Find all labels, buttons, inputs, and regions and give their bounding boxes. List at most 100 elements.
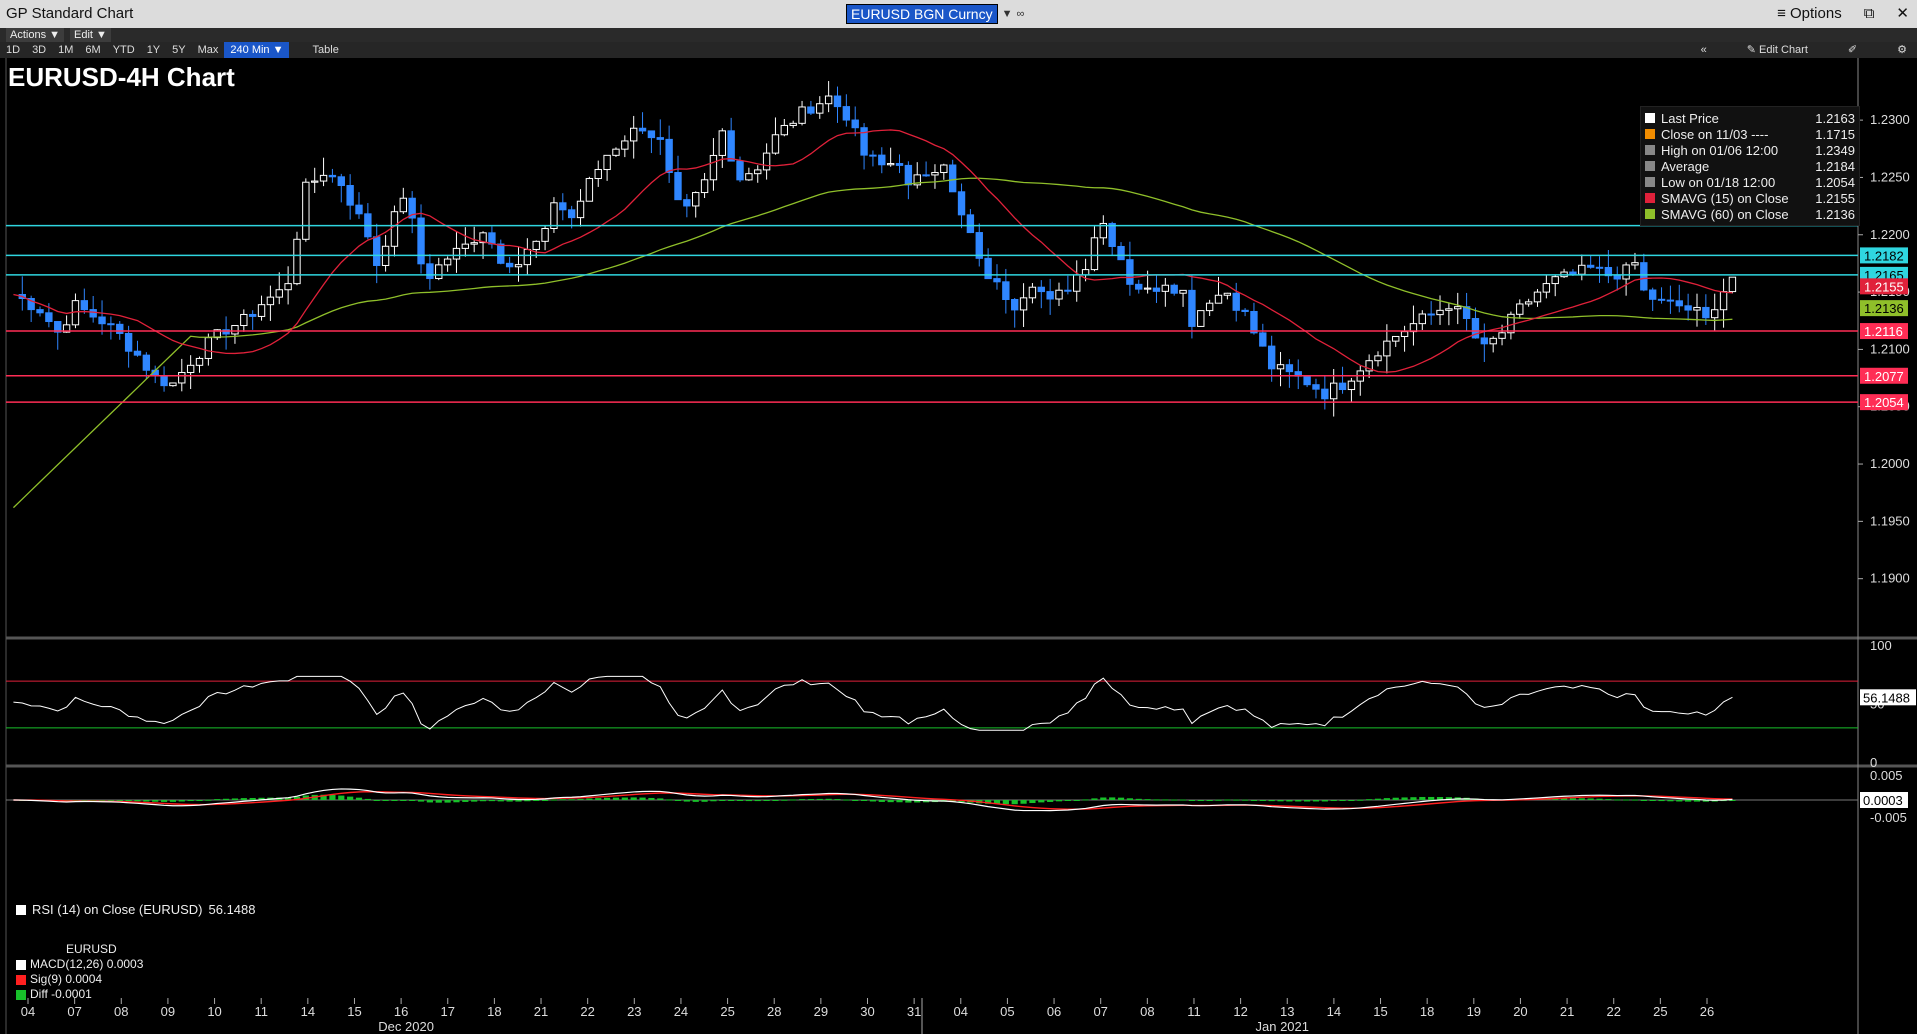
options-menu[interactable]: ≡ Options [1777,4,1842,22]
macd-hist-bar [1330,800,1337,802]
candle-body [160,375,168,387]
range-button-1[interactable]: 3D [32,44,47,56]
y-tick-label: 1.1900 [1870,571,1910,586]
menu-bar: Actions ▼ Edit ▼ [0,28,1917,42]
macd-hist-bar [169,800,177,802]
candle-body [62,324,71,333]
candle-body [1586,264,1595,268]
x-tick-label: 26 [1700,1004,1714,1019]
x-tick-label: 31 [907,1004,921,1019]
macd-hist-bar [1117,797,1125,800]
x-month-label: Jan 2021 [1256,1019,1310,1034]
edit-menu[interactable]: Edit ▼ [70,28,111,42]
candle-body [328,174,337,178]
candle-body [603,154,611,171]
candle-body [186,364,195,374]
x-tick-label: 23 [627,1004,641,1019]
macd-hist-bar [1578,798,1585,800]
macd-hist-bar [745,800,752,802]
macd-hist-bar [1614,799,1621,801]
range-button-8[interactable]: 240 Min ▼ [224,42,290,58]
macd-legend-item: MACD(12,26) 0.0003 [16,957,143,972]
y-tick-label: 1.2000 [1870,456,1910,471]
chart-title: EURUSD-4H Chart [8,62,235,92]
macd-hist-bar [1685,800,1692,802]
chevron-down-icon[interactable]: ▼ [1001,8,1013,20]
macd-hist-bar [285,797,292,800]
range-button-6[interactable]: 5Y [172,44,186,56]
candle-body [621,140,629,150]
candle-body [80,300,89,311]
actions-menu[interactable]: Actions ▼ [6,28,65,42]
range-button-4[interactable]: YTD [112,44,135,56]
macd-hist-bar [462,800,469,802]
table-button[interactable]: Table [312,44,339,56]
range-button-2[interactable]: 1M [58,44,74,56]
price-tag [1860,323,1908,340]
candle-body [523,248,532,266]
x-tick-label: 24 [674,1004,688,1019]
macd-hist-bar [604,797,611,800]
range-button-3[interactable]: 6M [85,44,101,56]
price-tag [1860,247,1908,264]
macd-tag-label: 0.0003 [1863,793,1903,808]
macd-hist-bar [869,800,877,802]
macd-hist-bar [1206,800,1213,801]
candle-body [1516,303,1524,315]
close-icon[interactable]: ✕ [1896,5,1909,22]
edit-chart-button[interactable]: ✎ Edit Chart [1746,44,1808,56]
macd-hist-bar [728,800,735,801]
candle-body [1383,340,1391,357]
candle-body [824,95,833,105]
candle-body [931,172,939,176]
gear-icon[interactable]: ⚙ [1897,44,1907,56]
macd-hist-bar [400,800,407,801]
macd-hist-bar [1374,798,1382,800]
macd-hist-bar [1383,798,1390,800]
macd-hist-bar [1064,800,1071,801]
candle-body [1684,305,1692,311]
collapse-icon[interactable]: « [1700,44,1707,56]
macd-hist-bar [834,799,841,801]
restore-icon[interactable]: ⧉ [1863,4,1875,22]
macd-hist-bar [1100,797,1107,800]
macd-hist-bar [1552,798,1559,800]
pencil-icon[interactable]: ✐ [1847,44,1858,56]
macd-hist-bar [152,800,159,802]
range-button-0[interactable]: 1D [6,44,21,56]
candle-body [275,289,283,298]
macd-signal-line [13,790,1733,810]
ticker-input[interactable]: EURUSD BGN Curncy [846,4,998,24]
x-tick-label: 10 [207,1004,221,1019]
macd-hist-bar [1649,800,1656,801]
legend-swatch [1645,145,1655,155]
link-icon[interactable]: ∞ [1016,8,1025,20]
candle-body [390,211,399,247]
ticker-selector[interactable]: EURUSD BGN Curncy ▼ ∞ [846,3,1024,25]
macd-hist-bar [949,800,956,802]
candle-body [629,127,638,142]
price-chart[interactable]: 1.23001.22501.22001.21501.21001.20501.20… [0,58,1917,1034]
macd-hist-bar [710,800,717,802]
sma60-line [12,177,1733,509]
macd-hist-bar [1268,800,1275,802]
x-tick-label: 25 [720,1004,734,1019]
candle-body [1711,309,1719,319]
candle-body [408,197,416,219]
range-button-7[interactable]: Max [197,44,219,56]
candle-body [1197,310,1205,327]
macd-hist-bar [1560,798,1568,800]
candle-body [656,137,664,140]
candle-body [1267,345,1276,370]
range-button-5[interactable]: 1Y [146,44,161,56]
candle-body [1285,364,1294,373]
macd-hist-bar [639,797,646,800]
x-tick-label: 09 [161,1004,175,1019]
macd-hist-bar [435,800,442,803]
candle-body [1524,301,1533,305]
candle-body [922,174,930,177]
candle-body [1551,276,1559,285]
macd-hist-bar [1215,799,1222,801]
candle-body [293,238,301,285]
macd-hist-bar [453,800,460,803]
